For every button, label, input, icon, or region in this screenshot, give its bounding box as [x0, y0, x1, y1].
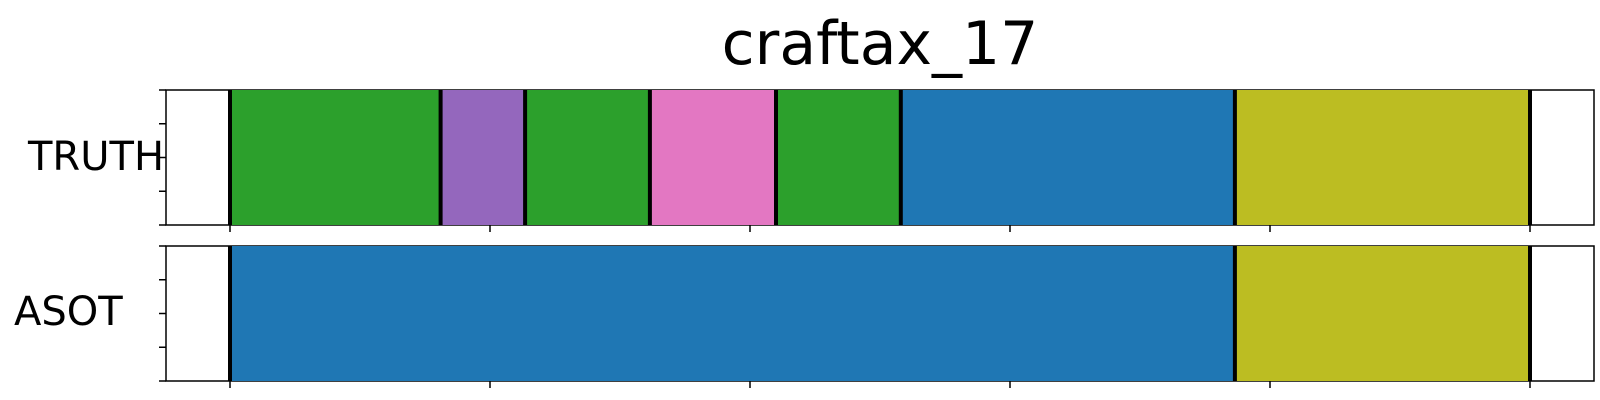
chart-title: craftax_17 — [722, 9, 1039, 79]
segment-truth-3 — [649, 90, 776, 225]
segment-truth-5 — [900, 90, 1235, 225]
track-truth-y-ticks — [159, 89, 166, 226]
track-asot: ASOT — [14, 225, 1595, 388]
segment-truth-6 — [1234, 90, 1530, 225]
segment-truth-4 — [776, 90, 901, 225]
track-truth: TRUTH — [27, 89, 1595, 226]
track-truth-label: TRUTH — [27, 134, 164, 180]
segment-asot-1 — [1234, 246, 1530, 381]
track-asot-segments — [228, 246, 1532, 381]
segment-truth-2 — [525, 90, 650, 225]
segment-truth-0 — [230, 90, 441, 225]
segment-asot-0 — [230, 246, 1235, 381]
track-asot-y-ticks — [159, 245, 166, 382]
x-axis-ticks — [229, 225, 1531, 388]
track-asot-label: ASOT — [14, 289, 123, 335]
segment-truth-1 — [440, 90, 526, 225]
track-truth-segments — [228, 90, 1532, 225]
